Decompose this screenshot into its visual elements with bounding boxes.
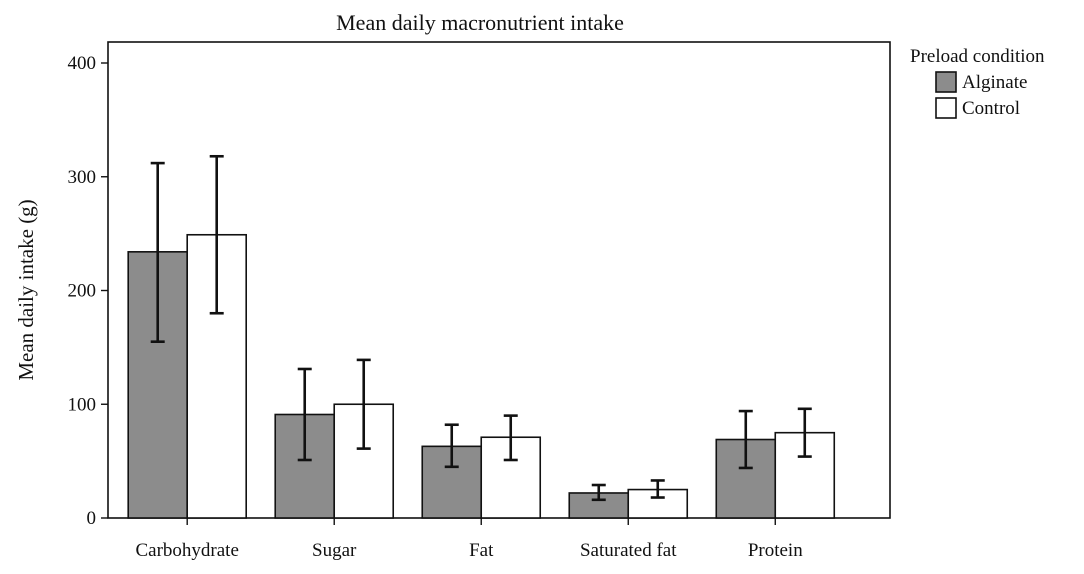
y-tick-label: 100 <box>68 394 97 415</box>
legend-swatch-control <box>935 97 957 119</box>
chart-title: Mean daily macronutrient intake <box>336 10 624 35</box>
plot-area: 0 100 200 300 400 Carbohydrate Sugar Fat Saturat… <box>68 41 891 561</box>
y-tick-label: 300 <box>68 167 97 188</box>
legend-title: Preload condition <box>910 46 1045 67</box>
y-tick-label: 0 <box>87 508 97 529</box>
x-tick-label: Saturated fat <box>580 540 677 561</box>
legend-swatch-alginate <box>935 71 957 93</box>
y-tick-label: 200 <box>68 281 97 302</box>
legend-label-alginate: Alginate <box>962 72 1027 93</box>
x-tick-label: Fat <box>469 540 494 561</box>
x-tick-label: Carbohydrate <box>135 540 238 561</box>
x-tick-label: Protein <box>748 540 803 561</box>
x-tick-label: Sugar <box>312 540 357 561</box>
y-axis-label: Mean daily intake (g) <box>14 199 38 380</box>
legend: Preload condition Alginate Control <box>910 46 1045 119</box>
y-tick-label: 400 <box>68 53 97 74</box>
legend-label-control: Control <box>962 98 1020 119</box>
